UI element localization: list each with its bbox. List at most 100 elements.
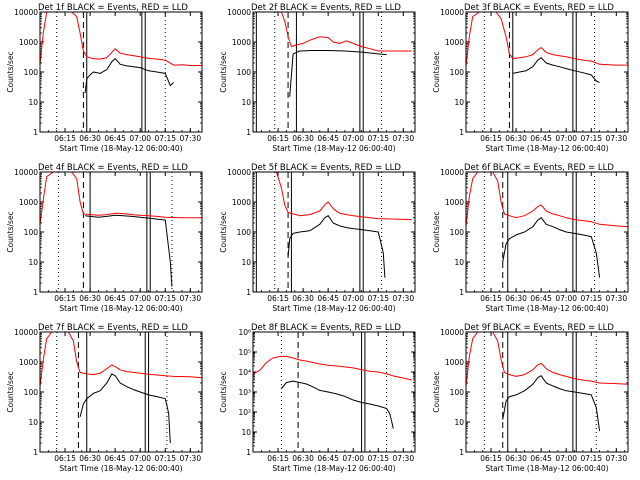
x-tick-label: 06:15 bbox=[480, 134, 502, 143]
x-tick-label: 06:30 bbox=[505, 454, 527, 463]
plot-frame bbox=[465, 331, 629, 453]
x-tick-label: 06:15 bbox=[54, 454, 76, 463]
plot-frame bbox=[39, 171, 203, 293]
y-tick-label: 10² bbox=[238, 408, 251, 417]
series-black-events bbox=[281, 380, 394, 429]
y-tick-label: 10000 bbox=[14, 328, 38, 337]
x-axis-label: Start Time (18-May-12 06:00:40) bbox=[59, 464, 182, 473]
y-tick-label: 10⁵ bbox=[238, 348, 251, 357]
x-tick-label: 07:30 bbox=[179, 294, 201, 303]
y-tick-label: 1 bbox=[246, 128, 251, 137]
x-tick-label: 07:30 bbox=[392, 294, 414, 303]
panel-det-2: Det 2f BLACK = Events, RED = LLD 1 10 100 10… bbox=[219, 3, 416, 153]
x-tick-label: 07:15 bbox=[580, 454, 602, 463]
panel-title: Det 5f BLACK = Events, RED = LLD bbox=[251, 163, 401, 173]
panel-det-3: Det 3f BLACK = Events, RED = LLD 1 10 100 10… bbox=[432, 3, 629, 153]
y-axis-label: Counts/sec bbox=[6, 211, 15, 252]
y-tick-label: 1 bbox=[246, 448, 251, 457]
panel-title: Det 9f BLACK = Events, RED = LLD bbox=[464, 323, 614, 333]
y-tick-label: 10³ bbox=[238, 388, 251, 397]
y-tick-label: 10 bbox=[28, 98, 38, 107]
y-tick-label: 1 bbox=[459, 288, 464, 297]
x-tick-label: 06:30 bbox=[79, 454, 101, 463]
plot-frame bbox=[465, 11, 629, 133]
y-tick-label: 10000 bbox=[14, 168, 38, 177]
x-tick-label: 06:15 bbox=[480, 454, 502, 463]
y-tick-label: 1000 bbox=[232, 38, 251, 47]
y-tick-label: 100 bbox=[237, 228, 252, 237]
y-tick-label: 1 bbox=[459, 128, 464, 137]
y-tick-label: 10 bbox=[454, 98, 464, 107]
panel-title: Det 4f BLACK = Events, RED = LLD bbox=[38, 163, 188, 173]
x-tick-label: 07:30 bbox=[605, 134, 627, 143]
x-axis-label: Start Time (18-May-12 06:00:40) bbox=[272, 304, 395, 313]
series-red-lld bbox=[252, 355, 412, 381]
y-tick-label: 10000 bbox=[440, 8, 464, 17]
x-tick-label: 06:15 bbox=[267, 134, 289, 143]
plot-frame bbox=[465, 171, 629, 293]
y-tick-label: 10000 bbox=[440, 168, 464, 177]
x-tick-label: 07:00 bbox=[555, 134, 577, 143]
y-tick-label: 1000 bbox=[445, 198, 464, 207]
plot-frame bbox=[252, 331, 416, 453]
y-tick-label: 1000 bbox=[445, 358, 464, 367]
x-tick-label: 07:30 bbox=[392, 134, 414, 143]
x-tick-label: 07:30 bbox=[179, 134, 201, 143]
x-axis-label: Start Time (18-May-12 06:00:40) bbox=[272, 144, 395, 153]
y-tick-label: 1 bbox=[33, 288, 38, 297]
y-tick-label: 1 bbox=[459, 448, 464, 457]
y-tick-label: 1 bbox=[33, 448, 38, 457]
y-axis-label: Counts/sec bbox=[219, 51, 228, 92]
panel-det-7: Det 7f BLACK = Events, RED = LLD 1 10 100 10… bbox=[6, 323, 203, 473]
y-axis-label: Counts/sec bbox=[432, 371, 441, 412]
x-tick-label: 07:15 bbox=[154, 294, 176, 303]
y-tick-label: 10000 bbox=[227, 168, 251, 177]
y-tick-label: 100 bbox=[450, 388, 465, 397]
x-tick-label: 06:30 bbox=[292, 294, 314, 303]
series-black-events bbox=[502, 217, 601, 278]
x-axis-label: Start Time (18-May-12 06:00:40) bbox=[272, 464, 395, 473]
x-tick-label: 06:45 bbox=[530, 134, 552, 143]
y-tick-label: 1000 bbox=[19, 38, 38, 47]
x-tick-label: 06:30 bbox=[505, 134, 527, 143]
x-tick-label: 06:30 bbox=[292, 134, 314, 143]
x-tick-label: 06:15 bbox=[54, 294, 76, 303]
x-tick-label: 07:30 bbox=[392, 454, 414, 463]
x-tick-label: 06:30 bbox=[292, 454, 314, 463]
y-tick-label: 10000 bbox=[14, 8, 38, 17]
y-tick-label: 100 bbox=[237, 68, 252, 77]
y-axis-label: Counts/sec bbox=[219, 211, 228, 252]
x-tick-label: 06:45 bbox=[317, 294, 339, 303]
x-tick-label: 07:15 bbox=[154, 134, 176, 143]
series-black-events bbox=[287, 215, 386, 278]
y-tick-label: 10 bbox=[241, 428, 251, 437]
x-axis-label: Start Time (18-May-12 06:00:40) bbox=[59, 144, 182, 153]
x-tick-label: 06:45 bbox=[317, 454, 339, 463]
x-tick-label: 07:15 bbox=[367, 454, 389, 463]
y-tick-label: 10 bbox=[241, 258, 251, 267]
panel-det-4: Det 4f BLACK = Events, RED = LLD 1 10 100 10… bbox=[6, 163, 203, 313]
x-tick-label: 07:30 bbox=[179, 454, 201, 463]
panel-det-6: Det 6f BLACK = Events, RED = LLD 1 10 100 10… bbox=[432, 163, 629, 313]
x-tick-label: 06:15 bbox=[267, 454, 289, 463]
panel-title: Det 6f BLACK = Events, RED = LLD bbox=[464, 163, 614, 173]
y-tick-label: 1 bbox=[33, 128, 38, 137]
y-tick-label: 100 bbox=[450, 68, 465, 77]
x-tick-label: 07:30 bbox=[605, 454, 627, 463]
series-black-events bbox=[502, 375, 601, 432]
panel-title: Det 7f BLACK = Events, RED = LLD bbox=[38, 323, 188, 333]
panel-title: Det 8f BLACK = Events, RED = LLD bbox=[251, 323, 401, 333]
x-tick-label: 06:30 bbox=[79, 134, 101, 143]
x-tick-label: 06:45 bbox=[530, 294, 552, 303]
y-tick-label: 100 bbox=[24, 388, 39, 397]
x-tick-label: 06:45 bbox=[104, 294, 126, 303]
y-tick-label: 10 bbox=[28, 258, 38, 267]
x-axis-label: Start Time (18-May-12 06:00:40) bbox=[485, 464, 608, 473]
panel-det-1: Det 1f BLACK = Events, RED = LLD 1 10 100 10… bbox=[6, 3, 203, 153]
x-tick-label: 06:30 bbox=[505, 294, 527, 303]
y-tick-label: 1000 bbox=[445, 38, 464, 47]
x-tick-label: 07:00 bbox=[555, 454, 577, 463]
x-tick-label: 06:30 bbox=[79, 294, 101, 303]
series-red-lld bbox=[253, 171, 412, 221]
